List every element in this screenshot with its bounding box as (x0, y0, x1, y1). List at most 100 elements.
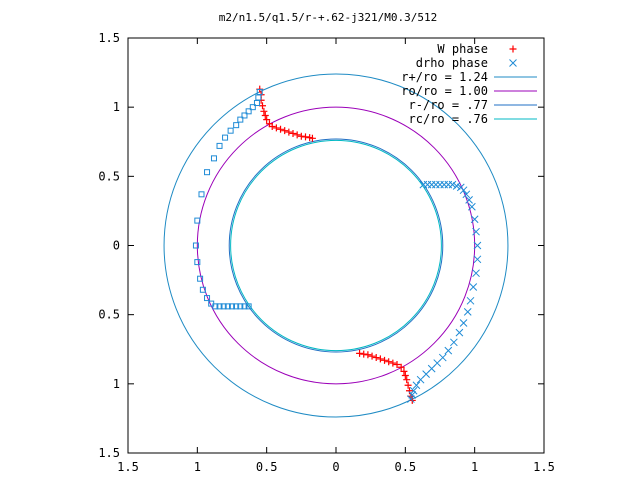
point-s1-14 (470, 215, 479, 224)
point-s1-6 (444, 180, 453, 189)
point-s1-22 (459, 319, 468, 327)
y-tick-label-4: 0.5 (98, 308, 120, 322)
point-s0-13 (289, 129, 297, 137)
point-s2-28 (241, 303, 248, 310)
point-s0-29 (397, 363, 405, 371)
circle-1 (196, 106, 476, 385)
point-s0-25 (381, 356, 389, 364)
point-s2-9 (222, 134, 229, 141)
point-s1-7 (448, 180, 457, 189)
reference-circles (163, 73, 509, 418)
point-s0-5 (261, 111, 269, 119)
point-s1-2 (427, 180, 436, 189)
point-s0-9 (272, 124, 280, 132)
chart-title: m2/n1.5/q1.5/r-+.62-j321/M0.3/512 (219, 11, 438, 24)
point-s0-10 (277, 125, 285, 133)
point-s1-19 (469, 283, 478, 291)
x-tick-label-6: 1.5 (533, 460, 555, 474)
point-s0-11 (281, 127, 289, 135)
y-tick-label-3: 0 (113, 239, 120, 253)
point-s0-15 (297, 132, 305, 140)
x-tick-label-5: 1 (471, 460, 478, 474)
point-s2-1 (255, 94, 262, 101)
legend-label-2: r+/ro = 1.24 (401, 70, 488, 84)
point-s1-16 (473, 241, 482, 250)
point-s2-12 (204, 169, 211, 176)
point-s1-32 (409, 386, 418, 395)
point-s2-11 (210, 155, 217, 162)
point-s0-33 (404, 381, 412, 389)
point-s0-23 (372, 354, 380, 362)
point-s0-22 (368, 352, 376, 360)
point-s2-18 (199, 286, 206, 293)
point-s0-30 (400, 367, 408, 375)
legend-label-4: r-/ro = .77 (409, 98, 488, 112)
x-tick-label-1: 1 (194, 460, 201, 474)
point-s2-2 (253, 100, 260, 107)
point-s0-20 (360, 350, 368, 358)
point-s1-12 (465, 195, 473, 204)
point-s1-5 (440, 180, 449, 189)
legend-label-1: drho phase (416, 56, 488, 70)
point-s0-32 (403, 376, 411, 384)
point-s0-6 (263, 116, 271, 124)
y-tick-label-6: 1.5 (98, 446, 120, 460)
point-s1-21 (463, 308, 472, 316)
point-s1-30 (416, 375, 425, 384)
point-s2-23 (220, 303, 227, 310)
point-s2-22 (216, 303, 223, 310)
point-s0-21 (364, 351, 372, 359)
point-s0-24 (376, 355, 384, 363)
circle-0 (163, 73, 509, 418)
point-s2-19 (204, 295, 211, 302)
legend-swatch-0 (509, 45, 517, 53)
legend-label-5: rc/ro = .76 (409, 112, 488, 126)
point-s1-10 (459, 186, 468, 195)
point-s0-26 (385, 358, 393, 366)
x-tick-label-3: 0 (332, 460, 339, 474)
point-s0-16 (301, 133, 309, 141)
y-tick-label-5: 1 (113, 377, 120, 391)
point-s2-5 (241, 112, 248, 119)
point-s2-17 (197, 275, 204, 282)
point-s2-0 (256, 88, 263, 95)
y-tick-label-0: 1.5 (98, 31, 120, 45)
point-s2-6 (237, 116, 244, 123)
circle-2 (228, 138, 444, 353)
point-s2-14 (194, 217, 201, 224)
point-s1-24 (450, 338, 458, 347)
point-s0-31 (401, 372, 409, 380)
point-s2-24 (224, 303, 231, 310)
point-s0-4 (260, 107, 268, 115)
point-s0-3 (259, 102, 267, 110)
point-s2-10 (216, 142, 223, 149)
point-s0-14 (293, 131, 301, 139)
point-s1-8 (452, 182, 461, 190)
point-s1-4 (436, 180, 444, 189)
point-s1-34 (407, 395, 415, 403)
point-s2-25 (229, 303, 235, 310)
point-s2-21 (212, 303, 219, 310)
x-tick-label-2: 0.5 (256, 460, 278, 474)
point-s1-1 (423, 180, 432, 189)
axis-ticks: 1.5 1 0.5 0 0.5 1 1.51.510.500.511.5 (98, 31, 555, 474)
legend-swatch-1 (509, 59, 517, 67)
point-s2-29 (245, 303, 252, 310)
data-markers (192, 85, 482, 404)
point-s2-27 (237, 303, 244, 310)
point-s0-18 (308, 134, 316, 142)
legend-label-3: ro/ro = 1.00 (401, 84, 488, 98)
point-s0-8 (268, 123, 276, 131)
point-s2-13 (198, 191, 205, 198)
point-s0-28 (393, 360, 401, 368)
point-s1-3 (431, 180, 440, 189)
y-tick-label-2: 0.5 (98, 169, 120, 183)
point-s0-27 (389, 359, 397, 367)
point-s1-18 (472, 269, 480, 278)
point-s2-4 (245, 108, 252, 115)
y-tick-label-1: 1 (113, 100, 120, 114)
point-s1-17 (473, 255, 482, 264)
point-s1-33 (408, 391, 417, 399)
x-tick-label-0: 1.5 (117, 460, 139, 474)
point-s2-3 (249, 104, 256, 111)
